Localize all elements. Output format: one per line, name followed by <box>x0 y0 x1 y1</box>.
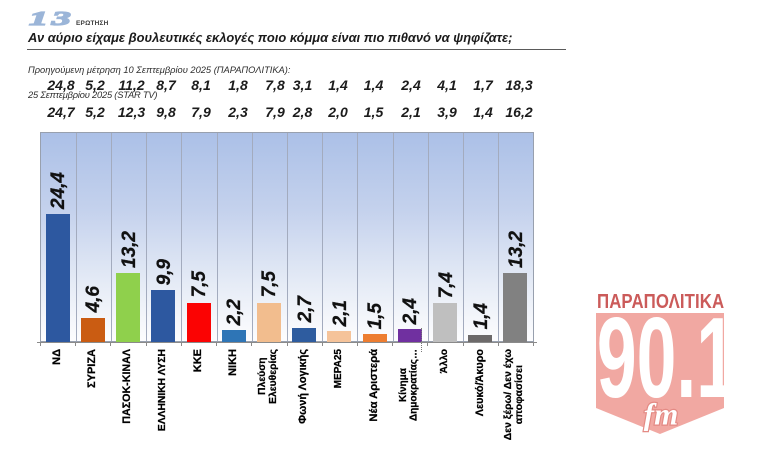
svg-text:90.1: 90.1 <box>597 295 736 422</box>
svg-text:fm: fm <box>644 397 678 432</box>
svg-text:ΠΑΡΑΠΟΛΙΤΙΚΑ: ΠΑΡΑΠΟΛΙΤΙΚΑ <box>597 289 725 312</box>
